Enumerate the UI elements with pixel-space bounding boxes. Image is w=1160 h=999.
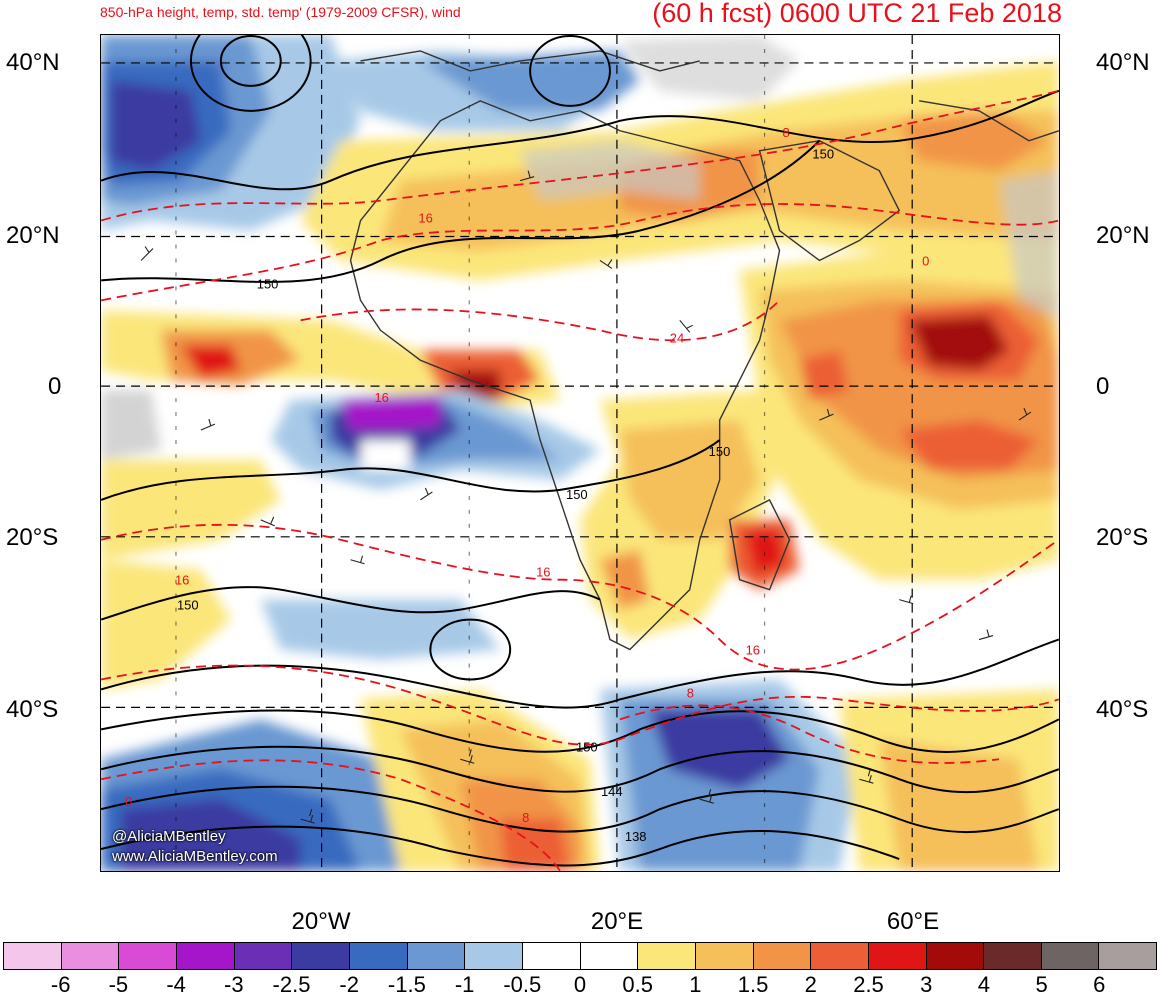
height-label-8: 138 xyxy=(625,829,647,844)
temp-label-3: 24 xyxy=(670,330,684,345)
colorbar-label: -2 xyxy=(339,972,359,997)
height-label-6: 150 xyxy=(576,739,598,754)
lon-label-20e: 20°E xyxy=(590,908,644,935)
temp-label-7: 16 xyxy=(746,643,760,658)
colorbar-cell xyxy=(176,943,235,969)
height-label-1: 150 xyxy=(257,276,279,291)
watermark-handle: @AliciaMBentley xyxy=(112,828,226,845)
colorbar-label: 4 xyxy=(977,972,991,997)
colorbar-cell xyxy=(1099,943,1157,969)
colorbar-cell xyxy=(61,943,120,969)
colorbar-label: -1.5 xyxy=(387,972,426,997)
colorbar-label: 6 xyxy=(1093,972,1106,997)
temp-label-4: 16 xyxy=(374,390,388,405)
colorbar-label: -6 xyxy=(50,972,71,997)
lat-label-right-20n: 20°N xyxy=(1096,222,1150,249)
colorbar-label: 3 xyxy=(920,972,933,997)
temp-label-5: 16 xyxy=(175,573,189,588)
height-label-7: 144 xyxy=(601,784,623,799)
watermark-url: www.AliciaMBentley.com xyxy=(112,848,278,865)
colorbar-cell xyxy=(753,943,812,969)
colorbar-cell xyxy=(1041,943,1100,969)
colorbar-label: 1.5 xyxy=(737,972,769,997)
colorbar-label: -2.5 xyxy=(272,972,311,997)
wind-barbs xyxy=(140,170,1032,824)
lat-label-left-20s: 20°S xyxy=(6,524,59,551)
colorbar-cell xyxy=(4,943,62,969)
temp-label-1: 8 xyxy=(783,125,790,140)
lat-label-right-20s: 20°S xyxy=(1096,524,1149,551)
colorbar-cell xyxy=(984,943,1042,969)
lat-label-right-40s: 40°S xyxy=(1096,696,1149,723)
colorbar-cell xyxy=(292,943,350,969)
temp-label-9: 0 xyxy=(125,794,132,809)
temp-label-6: 16 xyxy=(536,565,550,580)
lat-label-right-40n: 40°N xyxy=(1096,49,1150,76)
colorbar-label: 2 xyxy=(804,972,817,997)
colorbar-cell xyxy=(119,943,177,969)
coastlines xyxy=(349,50,1059,651)
temp-label-8: 8 xyxy=(687,685,694,700)
colorbar-cell xyxy=(407,943,466,969)
lon-label-20w: 20°W xyxy=(291,908,351,935)
colorbar-label: 0 xyxy=(573,972,587,997)
forecast-time-title: (60 h fcst) 0600 UTC 21 Feb 2018 xyxy=(652,0,1062,28)
colorbar-label: -0.5 xyxy=(503,972,542,997)
colorbar-cell xyxy=(349,943,408,969)
colorbar-label: -5 xyxy=(108,972,129,997)
height-contours xyxy=(101,35,1059,867)
colorbar-label: -4 xyxy=(166,972,186,997)
lat-label-left-40n: 40°N xyxy=(6,49,60,76)
height-label-3: 150 xyxy=(709,444,731,459)
height-label-2: 150 xyxy=(812,147,834,162)
colorbar-cell xyxy=(695,943,754,969)
lat-label-left-20n: 20°N xyxy=(6,222,60,249)
colorbar-label: 1 xyxy=(689,972,702,997)
chart-subtitle: 850-hPa height, temp, std. temp' (1979-2… xyxy=(100,4,461,20)
height-label-5: 150 xyxy=(177,598,199,613)
colorbar-cell xyxy=(811,943,869,969)
lon-label-60e: 60°E xyxy=(886,908,940,935)
colorbar-label: 5 xyxy=(1035,972,1048,997)
temp-label-10: 8 xyxy=(522,810,529,825)
colorbar-cell xyxy=(580,943,639,969)
anomaly-shading xyxy=(101,35,1059,871)
colorbar-cell xyxy=(465,943,523,969)
weather-map: 150 150 150 150 150 150 144 138 8 16 24 … xyxy=(100,34,1060,872)
colorbar-label: -3 xyxy=(224,972,244,997)
colorbar-cell xyxy=(234,943,293,969)
colorbar-label: -1 xyxy=(454,972,475,997)
temp-label-11: 0 xyxy=(922,253,929,268)
lat-label-right-0: 0 xyxy=(1096,373,1110,400)
temp-label-2: 16 xyxy=(418,211,432,226)
height-label-4: 150 xyxy=(566,487,588,502)
colorbar-cell xyxy=(926,943,985,969)
temperature-contours xyxy=(101,89,1059,871)
colorbar-cell xyxy=(638,943,696,969)
map-canvas: 150 150 150 150 150 150 144 138 8 16 24 … xyxy=(101,35,1059,871)
colorbar-cell xyxy=(522,943,581,969)
colorbar-label: 0.5 xyxy=(622,972,653,997)
anomaly-colorbar xyxy=(3,942,1157,970)
lat-label-left-40s: 40°S xyxy=(6,696,59,723)
lat-label-left-0: 0 xyxy=(48,373,62,400)
colorbar-cell xyxy=(868,943,927,969)
colorbar-label: 2.5 xyxy=(853,972,884,997)
